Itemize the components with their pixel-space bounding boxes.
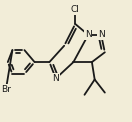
Text: N: N bbox=[85, 30, 92, 39]
Text: N: N bbox=[53, 74, 59, 83]
Text: Br: Br bbox=[1, 85, 11, 94]
Text: Cl: Cl bbox=[71, 5, 80, 14]
Text: N: N bbox=[98, 30, 105, 39]
